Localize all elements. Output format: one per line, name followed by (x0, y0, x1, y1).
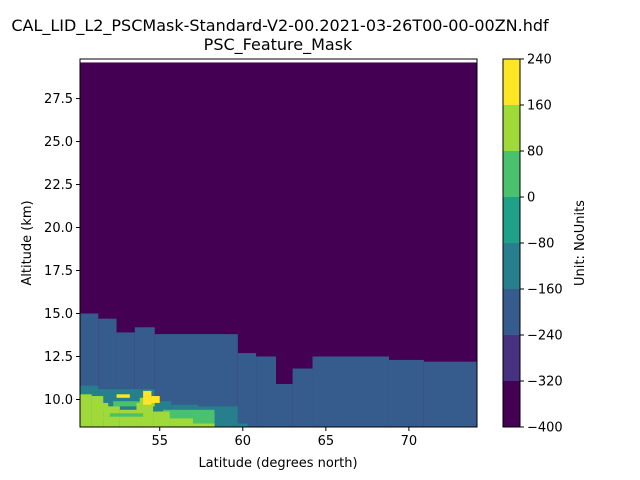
colorbar-tick-label: −160 (527, 283, 563, 298)
heatmap-region (143, 390, 152, 405)
heatmap-region (256, 356, 277, 427)
heatmap-region (423, 361, 477, 427)
colorbar: −400 −320 −240 −160 −80 0 80 160 240 (502, 53, 563, 436)
colorbar-tick-label: 160 (527, 99, 552, 114)
y-axis: 10.0 12.5 15.0 17.5 20.0 22.5 25.0 27.5 (44, 92, 80, 408)
colorbar-tick-label: −80 (527, 237, 554, 252)
x-tick-label: 65 (318, 434, 335, 449)
y-tick-label: 12.5 (44, 350, 73, 365)
y-axis-label: Altitude (km) (20, 200, 35, 285)
plot-frame (79, 58, 478, 428)
heatmap-region (312, 356, 389, 427)
heatmap-region (169, 418, 193, 427)
x-tick-label: 55 (151, 434, 168, 449)
colorbar-label: Unit: NoUnits (573, 200, 588, 286)
colorbar-tick-label: 240 (527, 53, 552, 68)
y-tick-label: 22.5 (44, 178, 73, 193)
heatmap-region (292, 368, 313, 427)
y-tick-label: 20.0 (44, 221, 73, 236)
x-axis-label: Latitude (degrees north) (198, 456, 357, 471)
colorbar-swatch (503, 197, 520, 243)
y-tick-label: 25.0 (44, 135, 73, 150)
x-tick-label: 60 (235, 434, 252, 449)
heatmap-region (153, 411, 170, 427)
heatmap-region (151, 396, 160, 403)
y-tick-label: 10.0 (44, 393, 73, 408)
colorbar-tick-label: 80 (527, 145, 544, 160)
heatmap-region (94, 402, 109, 412)
colorbar-swatch (503, 105, 520, 151)
colorbar-swatch (503, 151, 520, 197)
heatmap-region (116, 394, 130, 398)
colorbar-tick-label: −320 (527, 375, 563, 390)
y-tick-label: 27.5 (44, 92, 73, 107)
plot-area (79, 58, 478, 428)
heatmap-region (192, 423, 215, 427)
chart-title-line2: PSC_Feature_Mask (204, 35, 353, 55)
colorbar-swatch (503, 59, 520, 105)
heatmap-region (80, 394, 92, 427)
colorbar-swatch (503, 381, 520, 427)
heatmap-region (136, 402, 154, 427)
colorbar-swatch (503, 243, 520, 289)
heatmap-region (119, 409, 137, 427)
colorbar-tick-label: −240 (527, 329, 563, 344)
y-tick-label: 17.5 (44, 264, 73, 279)
heatmap-region (388, 359, 424, 427)
colorbar-tick-label: 0 (527, 191, 535, 206)
y-tick-label: 15.0 (44, 307, 73, 322)
chart-title-line1: CAL_LID_L2_PSCMask-Standard-V2-00.2021-0… (11, 16, 549, 36)
heatmap-region (113, 401, 150, 407)
heatmap-region (237, 353, 257, 427)
x-tick-label: 70 (401, 434, 418, 449)
heatmap-region (276, 384, 293, 427)
colorbar-swatch (503, 289, 520, 335)
colorbar-tick-label: −400 (527, 421, 563, 436)
colorbar-swatch (503, 335, 520, 381)
heatmap-region (237, 423, 248, 427)
heatmap-region (109, 413, 144, 417)
x-axis: 55 60 65 70 (151, 427, 417, 449)
